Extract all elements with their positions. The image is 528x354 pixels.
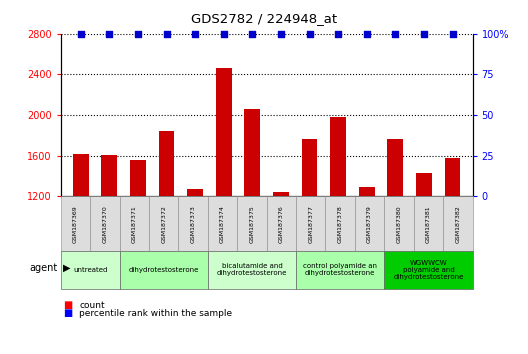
- Bar: [445, 158, 460, 319]
- Bar: [244, 109, 260, 319]
- Text: bicalutamide and
dihydrotestosterone: bicalutamide and dihydrotestosterone: [216, 263, 287, 276]
- Bar: [187, 189, 203, 319]
- Text: GSM187382: GSM187382: [455, 205, 460, 243]
- Text: dihydrotestosterone: dihydrotestosterone: [128, 267, 199, 273]
- Point: [77, 31, 85, 36]
- Point: [134, 31, 142, 36]
- Bar: [331, 117, 346, 319]
- Bar: [388, 139, 403, 319]
- Point: [220, 31, 228, 36]
- Point: [105, 31, 114, 36]
- Text: untreated: untreated: [73, 267, 107, 273]
- Point: [420, 31, 428, 36]
- Bar: [416, 173, 432, 319]
- Bar: [301, 139, 317, 319]
- Text: GSM187374: GSM187374: [220, 205, 225, 243]
- Point: [305, 31, 314, 36]
- Bar: [216, 68, 232, 319]
- Point: [248, 31, 257, 36]
- Text: count: count: [79, 301, 105, 310]
- Bar: [130, 160, 146, 319]
- Bar: [273, 193, 289, 319]
- Bar: [159, 131, 174, 319]
- Point: [391, 31, 400, 36]
- Bar: [101, 155, 117, 319]
- Text: GSM187370: GSM187370: [102, 205, 107, 243]
- Text: ■: ■: [63, 308, 73, 318]
- Text: percentile rank within the sample: percentile rank within the sample: [79, 309, 232, 318]
- Point: [191, 31, 200, 36]
- Text: GSM187379: GSM187379: [367, 205, 372, 243]
- Text: GSM187375: GSM187375: [249, 205, 254, 243]
- Text: GSM187378: GSM187378: [338, 205, 343, 243]
- Text: GSM187380: GSM187380: [397, 205, 401, 243]
- Text: GSM187377: GSM187377: [308, 205, 313, 243]
- Bar: [73, 154, 89, 319]
- Point: [363, 31, 371, 36]
- Text: GDS2782 / 224948_at: GDS2782 / 224948_at: [191, 12, 337, 25]
- Text: GSM187376: GSM187376: [279, 205, 284, 243]
- Point: [334, 31, 342, 36]
- Text: control polyamide an
dihydrotestosterone: control polyamide an dihydrotestosterone: [303, 263, 377, 276]
- Text: GSM187369: GSM187369: [73, 205, 78, 243]
- Text: ▶: ▶: [63, 263, 71, 273]
- Text: GSM187372: GSM187372: [161, 205, 166, 243]
- Text: agent: agent: [30, 263, 58, 273]
- Point: [162, 31, 171, 36]
- Text: GSM187373: GSM187373: [191, 205, 195, 243]
- Text: WGWWCW
polyamide and
dihydrotestosterone: WGWWCW polyamide and dihydrotestosterone: [393, 260, 464, 280]
- Text: ■: ■: [63, 300, 73, 310]
- Text: GSM187381: GSM187381: [426, 205, 431, 243]
- Text: GSM187371: GSM187371: [132, 205, 137, 243]
- Bar: [359, 187, 374, 319]
- Point: [277, 31, 285, 36]
- Point: [448, 31, 457, 36]
